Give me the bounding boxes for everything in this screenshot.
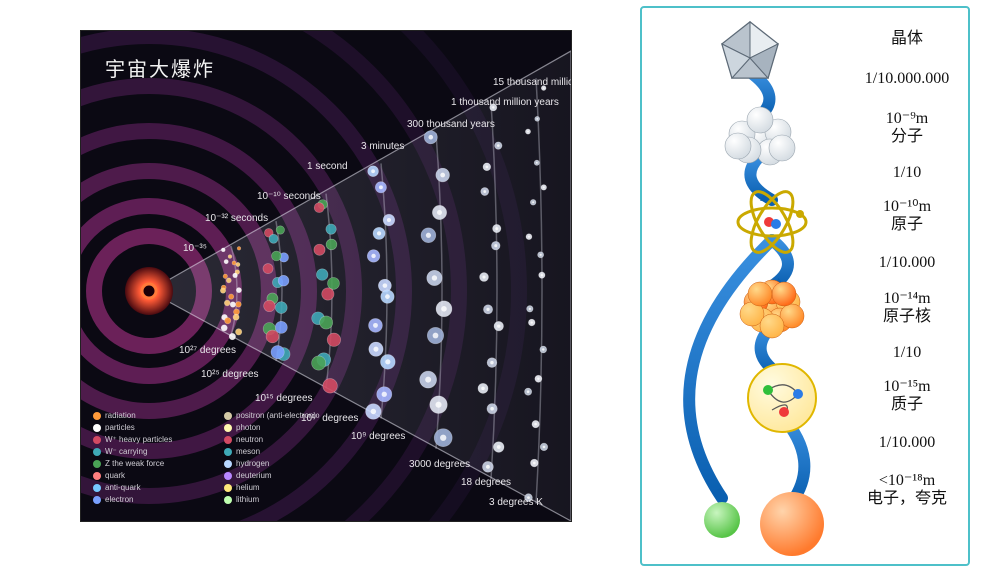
temp-label: 10²⁷ degrees (179, 345, 236, 356)
scale-label: 1/10.000 (847, 254, 967, 272)
legend-item: meson (224, 447, 329, 457)
legend-item: photon (224, 423, 329, 433)
temp-label: 10²⁵ degrees (201, 369, 259, 380)
scale-label: <10⁻¹⁸m电子，夸克 (847, 472, 967, 509)
legend-item: anti-quark (93, 483, 198, 493)
time-label: 10⁻³² seconds (205, 213, 268, 224)
scale-label: 10⁻¹⁰m原子 (847, 198, 967, 235)
bigbang-legend: radiationpositron (anti-electron)particl… (93, 411, 353, 507)
scale-label: 1/10 (847, 344, 967, 362)
time-label: 1 thousand million years (451, 97, 559, 108)
legend-item: radiation (93, 411, 198, 421)
scale-label: 10⁻⁹m分子 (847, 110, 967, 147)
legend-item: W⁺ heavy particles (93, 435, 198, 445)
legend-item: electron (93, 495, 198, 505)
time-label: 300 thousand years (407, 119, 495, 130)
time-label: 3 minutes (361, 141, 404, 152)
legend-item: lithium (224, 495, 329, 505)
legend-item: W⁻ carrying (93, 447, 198, 457)
temp-label: 3000 degrees (409, 459, 470, 470)
bigbang-panel: 宇宙大爆炸 radiationpositron (anti-electron)p… (80, 30, 572, 522)
electron-icon (704, 502, 740, 538)
legend-item: quark (93, 471, 198, 481)
legend-item: helium (224, 483, 329, 493)
stage: 宇宙大爆炸 radiationpositron (anti-electron)p… (0, 0, 1000, 576)
scale-label: 10⁻¹⁴m原子核 (847, 290, 967, 327)
molecule-icon (725, 107, 795, 165)
bigbang-title: 宇宙大爆炸 (105, 53, 215, 82)
quark-icon (760, 492, 824, 556)
crystal-icon (722, 22, 778, 78)
temp-label: 10¹⁵ degrees (255, 393, 313, 404)
scale-label: 10⁻¹⁵m质子 (847, 378, 967, 415)
temp-label: 18 degrees (461, 477, 511, 488)
time-label: 1 second (307, 161, 348, 172)
scale-label: 1/10.000.000 (847, 70, 967, 88)
time-label: 10⁻¹⁰ seconds (257, 191, 321, 202)
scale-label: 1/10 (847, 164, 967, 182)
scale-label: 晶体 (847, 30, 967, 48)
time-label: 10⁻³⁵ (183, 243, 207, 254)
time-label: 15 thousand million years (493, 77, 572, 88)
proton-icon (748, 364, 816, 432)
legend-item: deuterium (224, 471, 329, 481)
temp-label: 3 degrees K (489, 497, 543, 508)
nucleus-icon (740, 280, 804, 338)
legend-item: hydrogen (224, 459, 329, 469)
scale-panel: 晶体 1/10.000.000 10⁻⁹m分子 1/10 10⁻¹⁰m原子 1/10.00… (640, 6, 970, 566)
legend-item: particles (93, 423, 198, 433)
scale-label: 1/10.000 (847, 434, 967, 452)
legend-item: Z the weak force (93, 459, 198, 469)
temp-label: 10¹⁰ degrees (301, 413, 358, 424)
legend-item: neutron (224, 435, 329, 445)
temp-label: 10⁹ degrees (351, 431, 405, 442)
